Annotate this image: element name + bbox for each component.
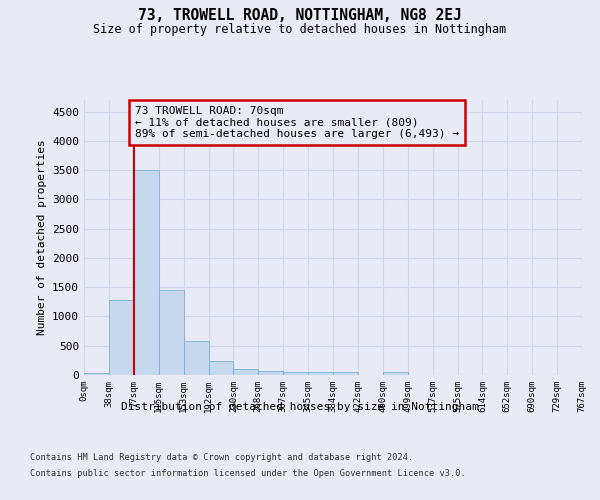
Bar <box>109 300 134 375</box>
Bar <box>134 170 159 375</box>
Text: Size of property relative to detached houses in Nottingham: Size of property relative to detached ho… <box>94 22 506 36</box>
Bar <box>333 372 358 375</box>
Text: 73 TROWELL ROAD: 70sqm
← 11% of detached houses are smaller (809)
89% of semi-de: 73 TROWELL ROAD: 70sqm ← 11% of detached… <box>135 106 459 139</box>
Bar <box>84 373 109 375</box>
Bar <box>283 372 308 375</box>
Bar <box>308 372 333 375</box>
Y-axis label: Number of detached properties: Number of detached properties <box>37 140 47 336</box>
Text: Contains HM Land Registry data © Crown copyright and database right 2024.: Contains HM Land Registry data © Crown c… <box>30 452 413 462</box>
Text: Contains public sector information licensed under the Open Government Licence v3: Contains public sector information licen… <box>30 469 466 478</box>
Text: Distribution of detached houses by size in Nottingham: Distribution of detached houses by size … <box>121 402 479 412</box>
Text: 73, TROWELL ROAD, NOTTINGHAM, NG8 2EJ: 73, TROWELL ROAD, NOTTINGHAM, NG8 2EJ <box>138 8 462 22</box>
Bar <box>233 368 259 375</box>
Bar <box>259 370 283 375</box>
Bar <box>159 290 184 375</box>
Bar <box>209 361 233 375</box>
Bar <box>383 372 408 375</box>
Bar <box>184 341 209 375</box>
